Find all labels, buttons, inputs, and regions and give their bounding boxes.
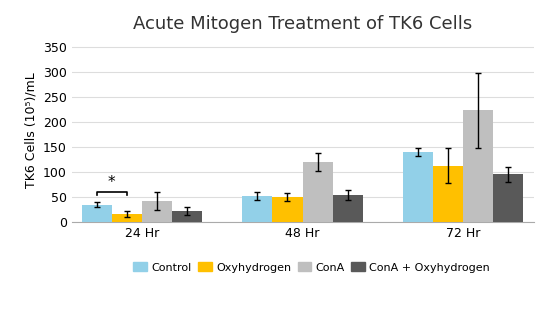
Bar <box>112 214 142 222</box>
Bar <box>81 205 112 222</box>
Legend: Control, Oxyhydrogen, ConA, ConA + Oxyhydrogen: Control, Oxyhydrogen, ConA, ConA + Oxyhy… <box>129 258 494 277</box>
Bar <box>333 195 363 222</box>
Bar <box>463 110 493 222</box>
Bar <box>142 201 172 222</box>
Bar <box>403 152 433 222</box>
Bar <box>172 211 202 222</box>
Bar <box>302 162 333 222</box>
Bar <box>433 166 463 222</box>
Text: *: * <box>108 176 115 190</box>
Bar <box>272 197 302 222</box>
Bar <box>493 174 524 222</box>
Y-axis label: TK6 Cells (10⁵)/mL: TK6 Cells (10⁵)/mL <box>24 72 37 188</box>
Bar <box>242 197 272 222</box>
Title: Acute Mitogen Treatment of TK6 Cells: Acute Mitogen Treatment of TK6 Cells <box>133 15 472 33</box>
